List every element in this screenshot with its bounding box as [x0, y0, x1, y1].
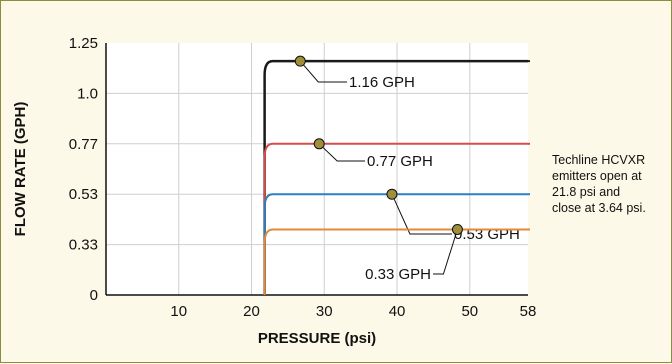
series-line — [263, 142, 528, 295]
data-label: 0.77 GPH — [367, 153, 433, 170]
y-tick-label: 0.53 — [69, 186, 98, 203]
plot-area — [106, 43, 528, 295]
chart-note: Techline HCVXR emitters open at 21.8 psi… — [552, 152, 670, 216]
callout-leader — [433, 229, 458, 275]
y-tick-label: 0.33 — [69, 237, 98, 254]
note-line: 21.8 psi and — [552, 185, 621, 199]
series-line — [263, 59, 528, 295]
series-line — [263, 228, 528, 295]
callout-leader — [318, 143, 365, 162]
x-tick-label: 30 — [316, 303, 333, 320]
data-point-marker — [386, 188, 398, 200]
x-tick-label: 58 — [520, 303, 537, 320]
y-tick-label: 1.25 — [69, 35, 98, 52]
y-tick-label: 1.0 — [77, 85, 98, 102]
data-point-marker — [313, 138, 325, 150]
y-tick-label: 0.77 — [69, 136, 98, 153]
x-tick-label: 50 — [461, 303, 478, 320]
series-line — [263, 193, 528, 295]
data-point-marker — [294, 55, 306, 67]
x-tick-label: 10 — [170, 303, 187, 320]
note-line: emitters open at — [552, 169, 642, 183]
callout-leader — [299, 60, 347, 83]
note-line: close at 3.64 psi. — [552, 201, 646, 215]
x-tick-label: 20 — [243, 303, 260, 320]
x-axis-title: PRESSURE (psi) — [258, 330, 376, 347]
y-axis-title: FLOW RATE (GPH) — [12, 102, 29, 237]
y-tick-label: 0 — [90, 287, 98, 304]
callout-leader — [391, 193, 452, 235]
x-tick-label: 40 — [389, 303, 406, 320]
data-label: 0.33 GPH — [365, 266, 431, 283]
note-line: Techline HCVXR — [552, 153, 646, 167]
data-point-marker — [451, 223, 463, 235]
data-label: 1.16 GPH — [349, 74, 415, 91]
